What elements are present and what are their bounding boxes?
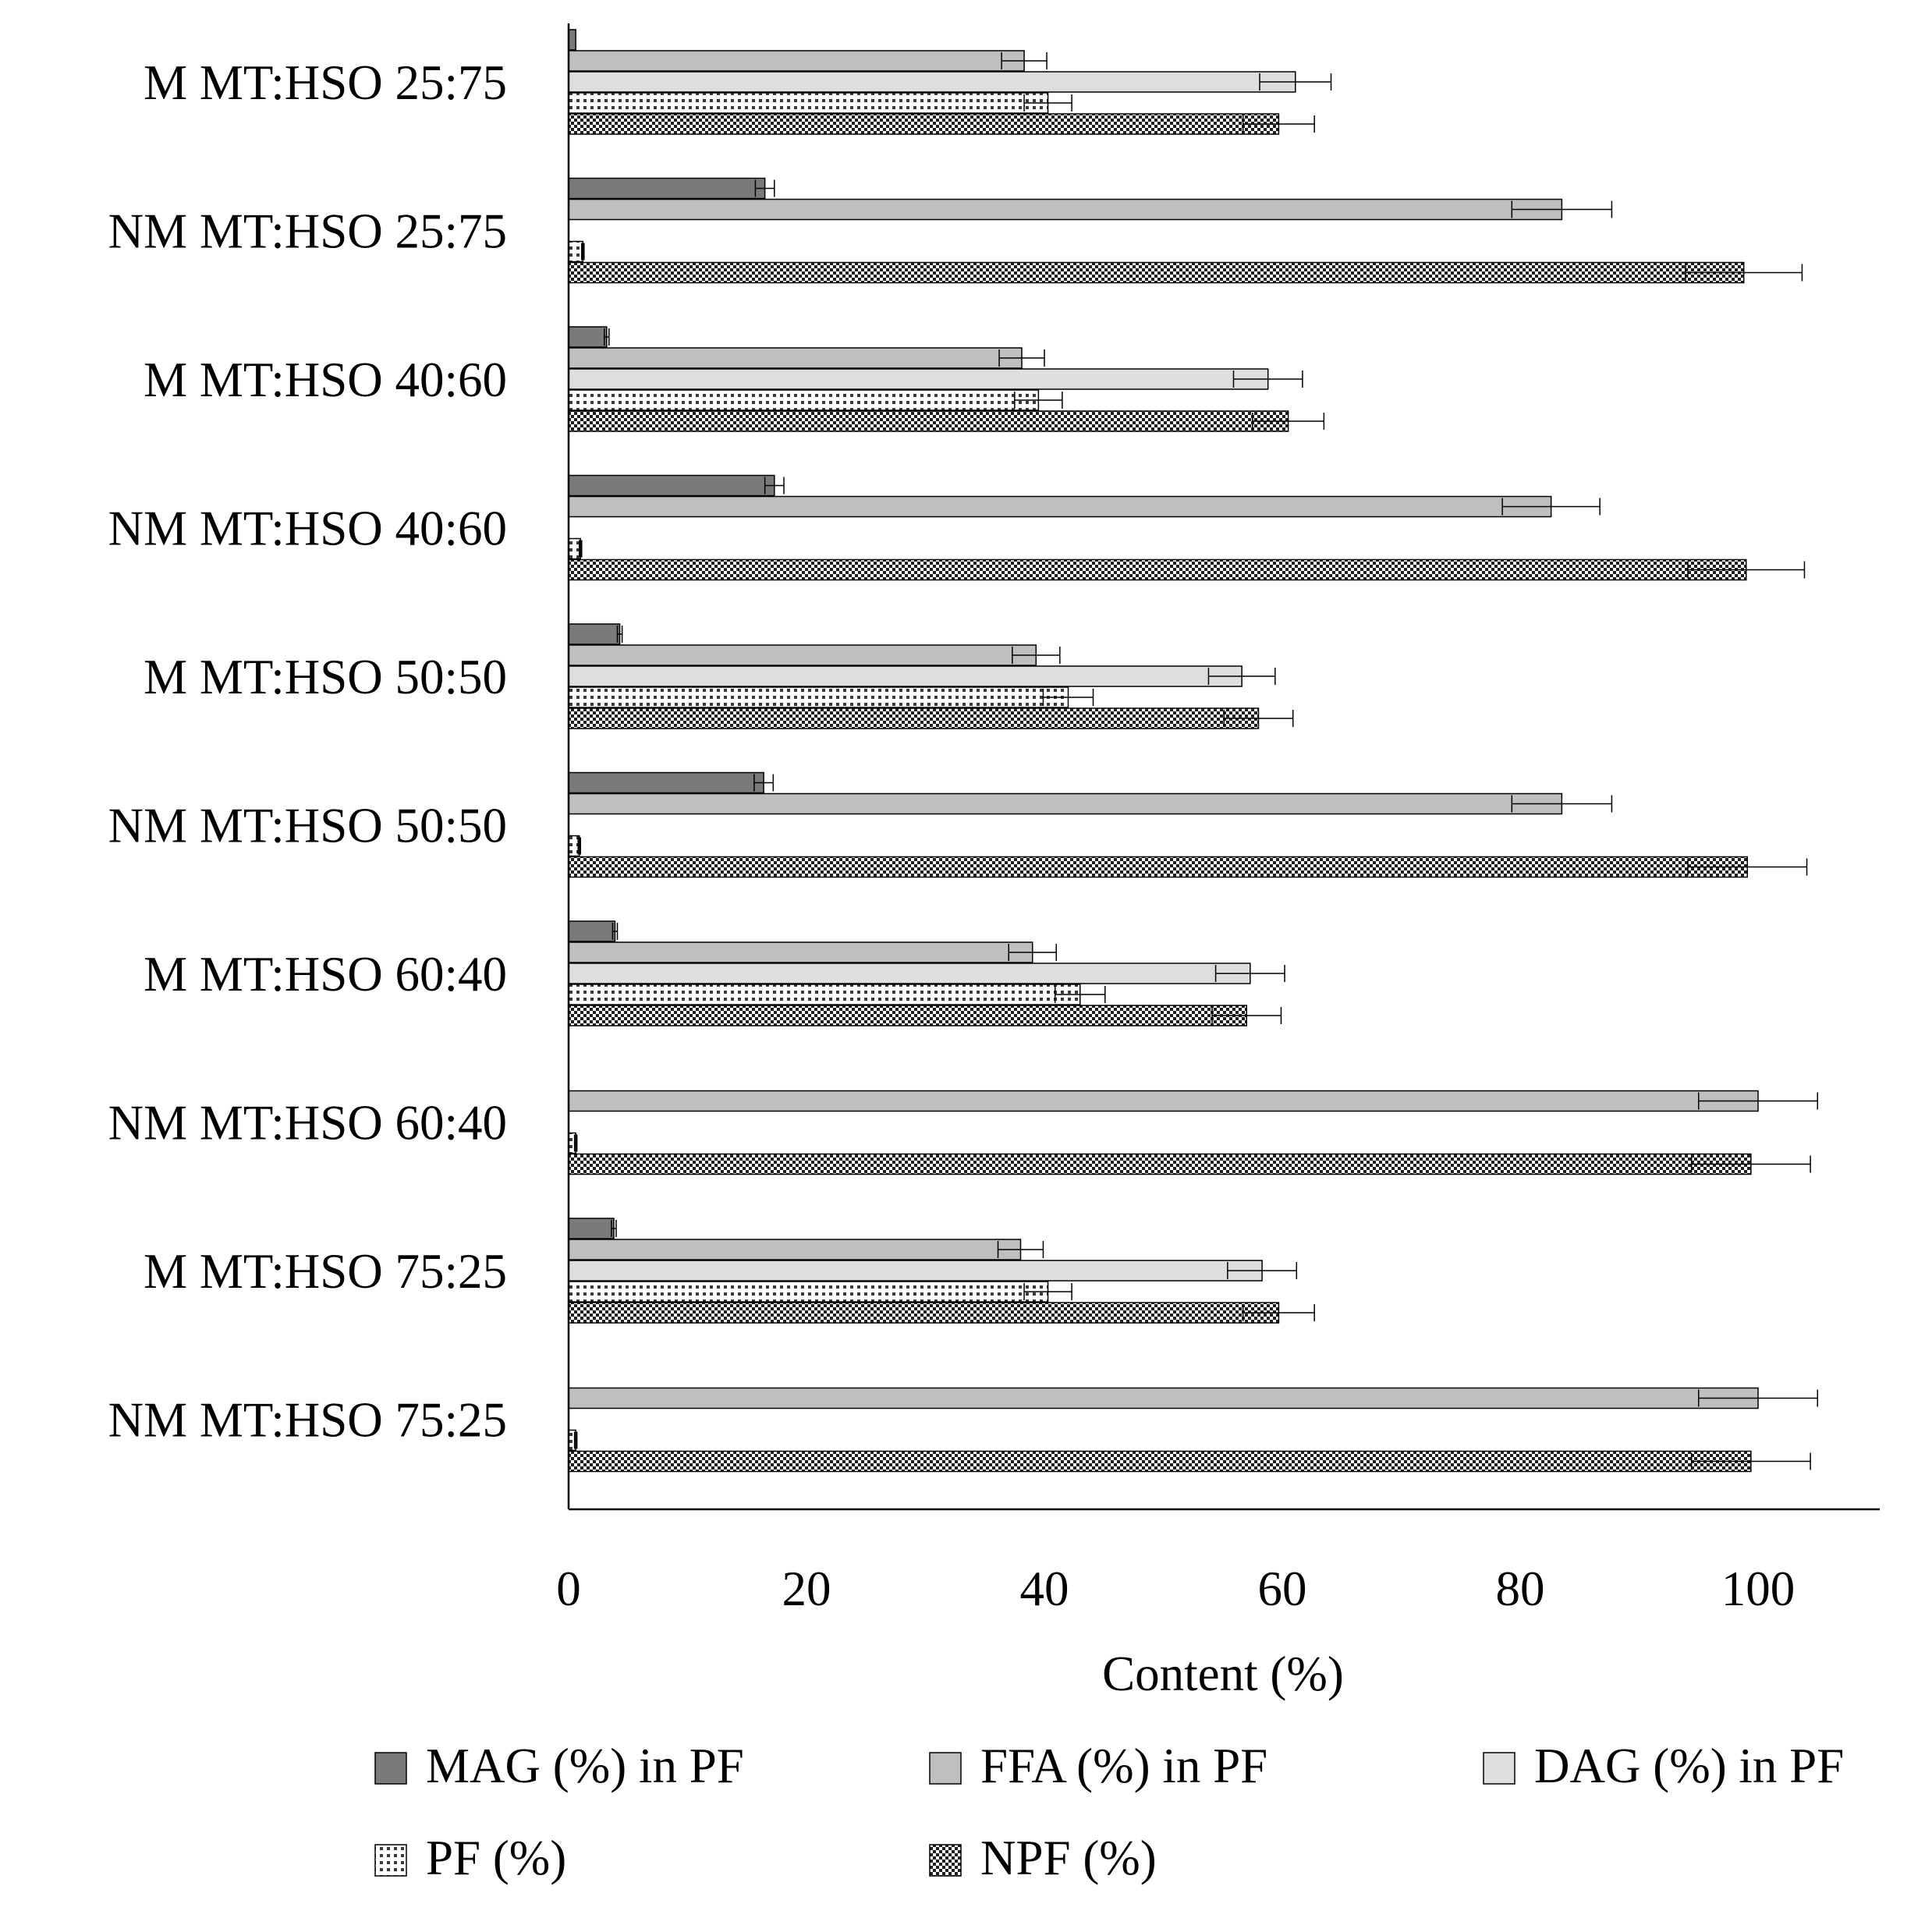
legend-label-ffa-in-pf: FFA (%) in PF xyxy=(980,1739,1267,1793)
category-label-nm-mt-hso-40-60: NM MT:HSO 40:60 xyxy=(108,502,507,556)
legend-label-mag-in-pf: MAG (%) in PF xyxy=(426,1739,744,1793)
bar-pf-nm-mt-hso-25-75 xyxy=(568,240,584,263)
x-tick-label-20: 20 xyxy=(782,1562,831,1616)
bar-npf-nm-mt-hso-40-60 xyxy=(568,558,1747,581)
category-label-nm-mt-hso-60-40: NM MT:HSO 60:40 xyxy=(108,1096,507,1150)
bar-npf-m-mt-hso-75-25 xyxy=(568,1302,1280,1324)
bar-mag-in-pf-nm-mt-hso-40-60 xyxy=(568,474,775,497)
bar-mag-in-pf-m-mt-hso-25-75 xyxy=(568,29,576,51)
bar-ffa-in-pf-m-mt-hso-75-25 xyxy=(568,1239,1022,1260)
category-label-m-mt-hso-60-40: M MT:HSO 60:40 xyxy=(144,947,507,1002)
category-label-m-mt-hso-40-60: M MT:HSO 40:60 xyxy=(144,353,507,407)
bar-dag-in-pf-m-mt-hso-60-40 xyxy=(568,963,1251,984)
legend-swatch-mag-in-pf xyxy=(374,1752,407,1785)
category-label-nm-mt-hso-50-50: NM MT:HSO 50:50 xyxy=(108,799,507,853)
bar-ffa-in-pf-m-mt-hso-40-60 xyxy=(568,347,1023,369)
bar-ffa-in-pf-m-mt-hso-25-75 xyxy=(568,50,1025,72)
bar-mag-in-pf-nm-mt-hso-50-50 xyxy=(568,771,764,794)
legend-swatch-dag-in-pf xyxy=(1483,1752,1515,1785)
bar-ffa-in-pf-nm-mt-hso-25-75 xyxy=(568,198,1563,221)
bar-ffa-in-pf-nm-mt-hso-50-50 xyxy=(568,792,1563,815)
x-tick-label-80: 80 xyxy=(1496,1562,1545,1616)
x-tick-label-40: 40 xyxy=(1020,1562,1069,1616)
bar-mag-in-pf-m-mt-hso-40-60 xyxy=(568,326,608,348)
bar-ffa-in-pf-nm-mt-hso-75-25 xyxy=(568,1387,1759,1409)
category-label-m-mt-hso-25-75: M MT:HSO 25:75 xyxy=(144,55,507,110)
category-label-nm-mt-hso-75-25: NM MT:HSO 75:25 xyxy=(108,1393,507,1448)
bar-npf-m-mt-hso-50-50 xyxy=(568,707,1260,729)
category-label-m-mt-hso-50-50: M MT:HSO 50:50 xyxy=(144,650,507,704)
legend-label-pf: PF (%) xyxy=(426,1831,566,1885)
bar-npf-nm-mt-hso-25-75 xyxy=(568,261,1745,284)
legend-swatch-npf xyxy=(929,1844,962,1877)
bar-npf-nm-mt-hso-75-25 xyxy=(568,1450,1752,1473)
bar-pf-m-mt-hso-25-75 xyxy=(568,92,1049,114)
x-axis-title: Content (%) xyxy=(1102,1647,1344,1701)
bar-mag-in-pf-m-mt-hso-50-50 xyxy=(568,623,621,645)
bar-dag-in-pf-m-mt-hso-25-75 xyxy=(568,71,1296,93)
bar-npf-nm-mt-hso-50-50 xyxy=(568,856,1749,878)
bar-pf-m-mt-hso-50-50 xyxy=(568,686,1069,708)
bar-npf-nm-mt-hso-60-40 xyxy=(568,1153,1752,1175)
bar-mag-in-pf-m-mt-hso-60-40 xyxy=(568,920,616,942)
bar-pf-m-mt-hso-40-60 xyxy=(568,389,1040,411)
bar-npf-m-mt-hso-60-40 xyxy=(568,1005,1247,1026)
x-tick-label-100: 100 xyxy=(1721,1562,1796,1616)
legend-label-dag-in-pf: DAG (%) in PF xyxy=(1534,1739,1844,1793)
legend-swatch-pf xyxy=(374,1844,407,1877)
bar-npf-m-mt-hso-25-75 xyxy=(568,113,1280,135)
bar-mag-in-pf-nm-mt-hso-25-75 xyxy=(568,177,766,200)
bar-mag-in-pf-m-mt-hso-75-25 xyxy=(568,1218,615,1239)
bar-ffa-in-pf-nm-mt-hso-60-40 xyxy=(568,1090,1759,1112)
x-tick-label-60: 60 xyxy=(1258,1562,1307,1616)
x-tick-label-0: 0 xyxy=(556,1562,581,1616)
legend-label-npf: NPF (%) xyxy=(980,1831,1157,1885)
legend-swatch-ffa-in-pf xyxy=(929,1752,962,1785)
bar-ffa-in-pf-m-mt-hso-50-50 xyxy=(568,644,1037,666)
bar-ffa-in-pf-nm-mt-hso-40-60 xyxy=(568,495,1552,518)
bar-dag-in-pf-m-mt-hso-40-60 xyxy=(568,368,1269,390)
bar-dag-in-pf-m-mt-hso-50-50 xyxy=(568,665,1243,687)
category-label-nm-mt-hso-25-75: NM MT:HSO 25:75 xyxy=(108,204,507,259)
bar-npf-m-mt-hso-40-60 xyxy=(568,410,1289,432)
bar-dag-in-pf-m-mt-hso-75-25 xyxy=(568,1260,1263,1282)
bar-pf-m-mt-hso-60-40 xyxy=(568,984,1081,1005)
bar-ffa-in-pf-m-mt-hso-60-40 xyxy=(568,941,1033,963)
category-label-m-mt-hso-75-25: M MT:HSO 75:25 xyxy=(144,1244,507,1299)
bar-pf-m-mt-hso-75-25 xyxy=(568,1281,1049,1303)
bar-pf-nm-mt-hso-40-60 xyxy=(568,537,581,560)
